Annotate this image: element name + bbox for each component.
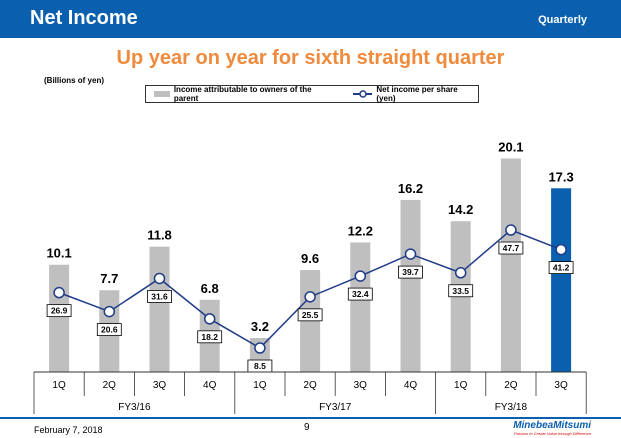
eps-value-label: 20.6 [101,325,118,335]
bar-value-label: 11.8 [147,228,172,243]
legend: Income attributable to owners of the par… [145,85,479,103]
eps-point [354,270,367,282]
unit-label: (Billions of yen) [44,76,104,85]
footer-date: February 7, 2018 [34,425,103,435]
bar-value-label: 17.3 [548,169,573,184]
x-tick-label: 3Q [354,380,368,391]
slide-title: Net Income [30,7,138,29]
eps-point [505,224,517,236]
bar-value-label: 9.6 [301,251,319,266]
bar-value-label: 7.7 [100,271,118,286]
headline: Up year on year for sixth straight quart… [116,47,505,69]
x-tick-label: 2Q [103,380,117,391]
x-tick-label: 3Q [153,380,167,391]
x-tick-label: 1Q [454,380,468,391]
bar-value-label: 20.1 [498,140,523,155]
group-label: FY3/16 [118,402,151,413]
eps-label-box [548,261,574,274]
x-tick-label: 4Q [404,380,418,391]
eps-label-box [297,308,323,322]
eps-point [53,286,65,299]
eps-point [304,291,316,303]
x-tick-label: 2Q [504,380,518,391]
eps-label-box [197,330,223,344]
eps-point [203,313,216,325]
bar [49,264,70,372]
bar [500,158,521,372]
bar-value-label: 6.8 [201,281,219,296]
x-tick-label: 3Q [554,380,568,391]
eps-value-label: 26.9 [51,306,68,316]
x-tick-label: 2Q [303,380,317,391]
bar [149,246,170,372]
header-bar: Net Income Quarterly [0,0,621,38]
eps-label-box [398,265,423,279]
group-label: FY3/17 [319,402,352,413]
eps-point [555,243,567,256]
eps-label-box [147,290,172,303]
eps-value-label: 47.7 [503,243,520,253]
eps-label-box [96,323,122,336]
legend-line-label: Net income per share (yen) [376,85,458,103]
eps-value-label: 31.6 [151,291,168,301]
bar-value-label: 3.2 [251,319,269,334]
x-tick-label: 1Q [52,380,66,391]
eps-point [103,305,116,318]
eps-label-box [498,241,524,255]
eps-label-box [448,284,474,298]
eps-point [454,267,467,279]
bar-value-label: 16.2 [398,181,423,196]
legend-bar-swatch [154,91,170,97]
bar-value-label: 10.1 [46,246,71,261]
eps-value-label: 8.5 [254,361,266,371]
bar [350,242,371,372]
bar-value-label: 12.2 [348,223,373,238]
eps-value-label: 25.5 [302,310,319,320]
bar [551,188,572,372]
footer-divider [0,417,621,419]
eps-value-label: 32.4 [352,289,369,299]
eps-value-label: 33.5 [452,286,469,296]
eps-value-label: 18.2 [201,332,218,342]
eps-value-label: 39.7 [402,267,419,277]
eps-point [153,272,166,285]
page-number: 9 [304,422,310,433]
x-tick-label: 4Q [203,380,217,391]
bar-value-label: 14.2 [448,202,473,217]
eps-value-label: 41.2 [553,263,570,273]
legend-line-swatch [352,90,373,98]
group-label: FY3/18 [495,402,528,413]
eps-point [254,342,266,354]
legend-bar-label: Income attributable to owners of the par… [173,85,312,103]
x-tick-label: 1Q [253,380,267,391]
period-label: Quarterly [538,14,587,26]
eps-label-box [347,287,373,301]
eps-label-box [46,304,72,318]
logo-tagline: Passion to Create Value through Differen… [513,431,591,436]
eps-point [404,248,417,260]
company-logo: MinebeaMitsumi [513,420,591,431]
bar [400,199,421,372]
